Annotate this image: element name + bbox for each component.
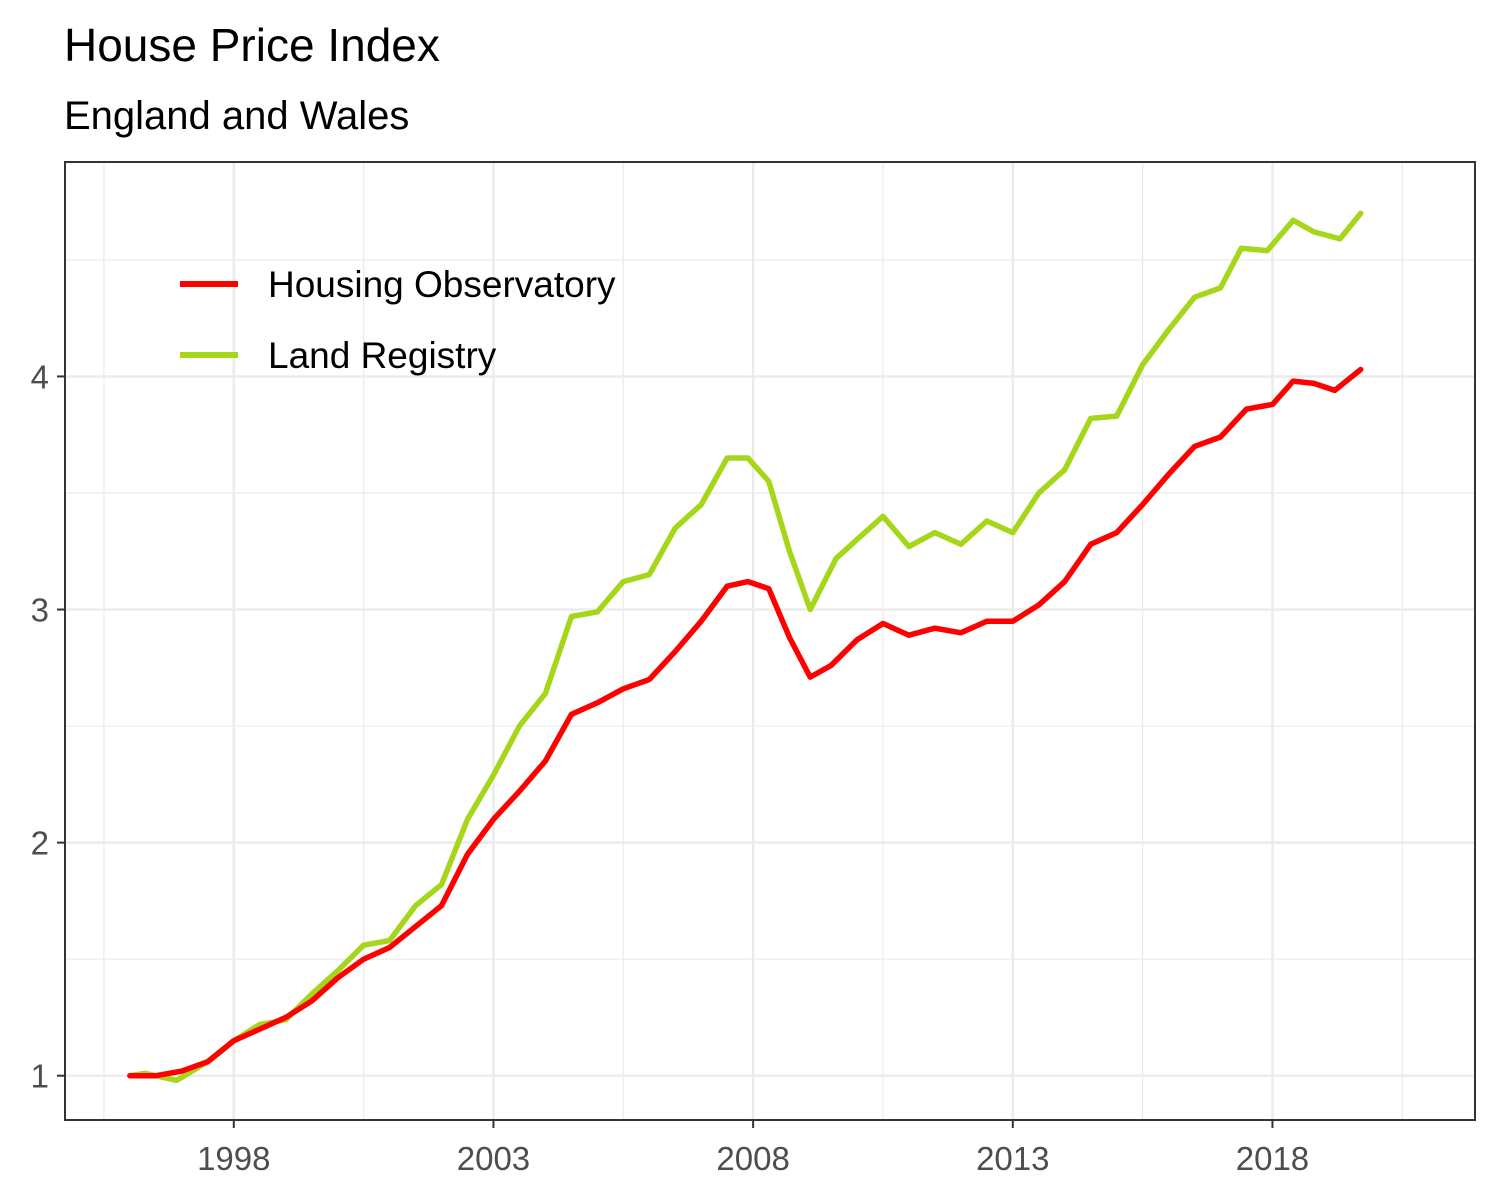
series-line-land-registry <box>127 210 1364 1084</box>
chart-title: House Price Index <box>64 19 440 71</box>
grid-major <box>65 162 1475 1120</box>
plot-panel <box>65 162 1475 1120</box>
y-tick-label: 4 <box>31 358 49 395</box>
legend-label-land-registry: Land Registry <box>268 335 497 376</box>
x-tick-label: 2018 <box>1236 1140 1309 1177</box>
series-layer <box>127 210 1364 1084</box>
y-tick-label: 2 <box>31 825 49 862</box>
x-tick-label: 2013 <box>976 1140 1049 1177</box>
grid-minor <box>65 162 1475 1120</box>
axis-layer: 1998 2003 2008 2013 2018 1 2 3 4 <box>31 358 1310 1177</box>
y-tick-label: 3 <box>31 592 49 629</box>
series-line-housing-observatory <box>127 366 1364 1079</box>
plot-border <box>64 161 1476 1121</box>
chart-subtitle: England and Wales <box>64 94 410 138</box>
x-tick-label: 2003 <box>457 1140 530 1177</box>
x-tick-label: 1998 <box>197 1140 270 1177</box>
x-tick-label: 2008 <box>716 1140 789 1177</box>
legend: Housing Observatory Land Registry <box>180 264 616 376</box>
y-tick-label: 1 <box>31 1058 49 1095</box>
legend-label-housing-observatory: Housing Observatory <box>268 264 616 305</box>
